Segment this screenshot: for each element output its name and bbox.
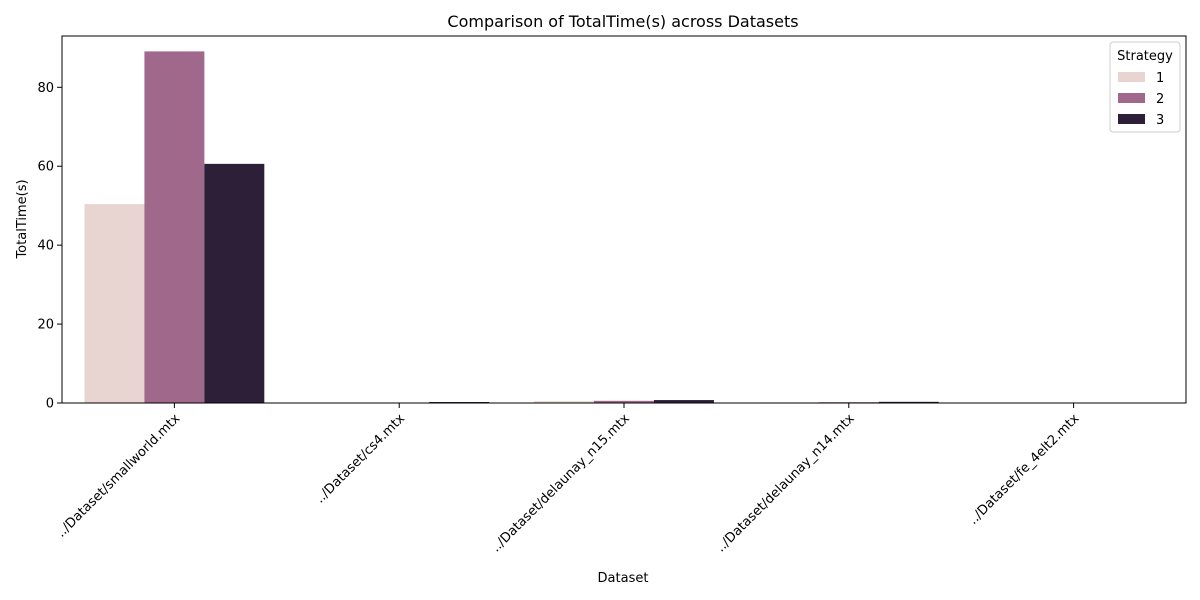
y-axis-label: TotalTime(s) bbox=[15, 179, 30, 259]
x-tick-label: ../Dataset/delaunay_n15.mtx bbox=[489, 411, 633, 555]
y-tick-label: 20 bbox=[37, 318, 54, 333]
legend-label-3: 3 bbox=[1156, 113, 1164, 128]
bar-3-strategy-1 bbox=[534, 401, 595, 403]
x-tick-label: ../Dataset/delaunay_n14.mtx bbox=[714, 411, 858, 555]
legend-label-1: 1 bbox=[1156, 71, 1164, 86]
bar-1-strategy-3 bbox=[204, 163, 265, 403]
legend-title: Strategy bbox=[1117, 49, 1173, 64]
legend: Strategy 1 2 3 bbox=[1109, 41, 1181, 133]
x-tick-label: ../Dataset/cs4.mtx bbox=[313, 411, 408, 506]
y-axis: 0 20 40 60 80 bbox=[37, 81, 62, 412]
bar-3-strategy-3 bbox=[653, 400, 714, 403]
bar-1-strategy-1 bbox=[84, 204, 145, 403]
plot-frame bbox=[61, 35, 1187, 404]
legend-swatch-1 bbox=[1118, 72, 1145, 82]
bars-group bbox=[84, 51, 1164, 404]
legend-label-2: 2 bbox=[1156, 92, 1164, 107]
bar-4-strategy-3 bbox=[878, 401, 939, 403]
x-tick-label: ../Dataset/smallworld.mtx bbox=[54, 411, 184, 541]
y-tick-label: 80 bbox=[37, 81, 54, 96]
legend-swatch-2 bbox=[1118, 93, 1145, 103]
bar-3-strategy-2 bbox=[594, 400, 654, 403]
x-tick-label: ../Dataset/fe_4elt2.mtx bbox=[966, 411, 1083, 528]
y-tick-label: 40 bbox=[37, 239, 54, 254]
x-axis-label: Dataset bbox=[598, 571, 649, 586]
y-tick-label: 60 bbox=[37, 160, 54, 175]
chart-title: Comparison of TotalTime(s) across Datase… bbox=[447, 12, 798, 31]
legend-box bbox=[1109, 41, 1181, 133]
bar-1-strategy-2 bbox=[144, 51, 205, 404]
y-tick-label: 0 bbox=[46, 397, 54, 412]
x-axis: ../Dataset/smallworld.mtx ../Dataset/cs4.… bbox=[54, 403, 1083, 555]
legend-swatch-3 bbox=[1118, 114, 1145, 124]
